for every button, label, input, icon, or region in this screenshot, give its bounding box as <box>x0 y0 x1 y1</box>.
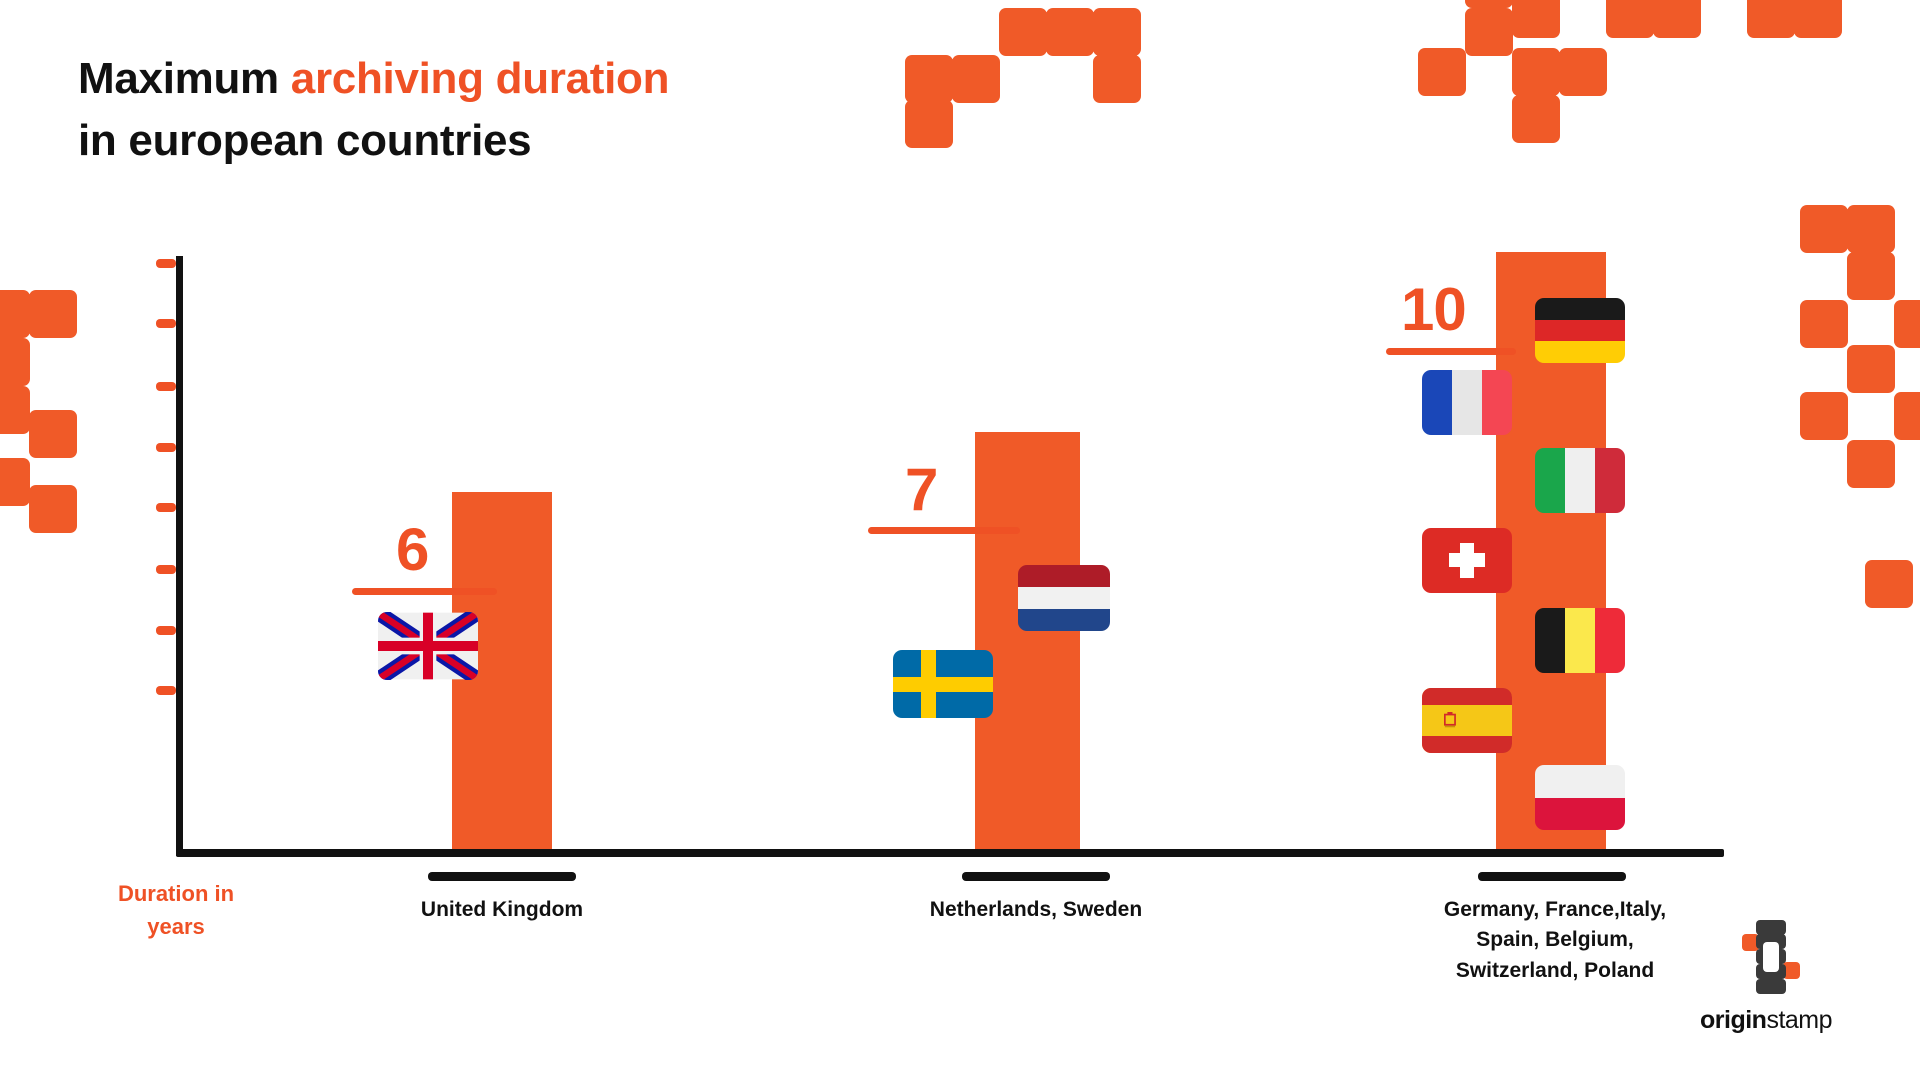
italy-flag-band-green <box>1535 448 1565 513</box>
bar-value-label-uk: 6 <box>396 516 429 583</box>
y-axis-title-line-2: years <box>147 914 205 939</box>
spain-flag <box>1422 688 1512 753</box>
belgium-flag <box>1535 608 1625 673</box>
italy-flag-band-red <box>1594 448 1625 513</box>
belgium-flag-band-black <box>1535 608 1565 673</box>
france-flag-band-blue <box>1422 370 1452 435</box>
france-flag-band-white <box>1452 370 1482 435</box>
category-label-group-line-1: Germany, France,Italy, <box>1443 898 1667 921</box>
netherlands-flag <box>1018 565 1110 631</box>
category-label-group-line-3: Switzerland, Poland <box>1455 958 1655 982</box>
bar-value-leader-nl-se <box>868 527 1020 534</box>
sweden-flag-svg <box>893 650 993 718</box>
title-line-2: in european countries <box>78 116 532 166</box>
category-label-uk: United Kingdom <box>420 898 584 921</box>
netherlands-flag-band-white <box>1018 587 1110 609</box>
sweden-flag <box>893 650 993 718</box>
y-axis-title-line-1: Duration in <box>117 881 235 906</box>
x-axis-line <box>176 849 1724 857</box>
category-rule-uk <box>428 872 576 881</box>
switzerland-flag-svg <box>1422 528 1512 593</box>
united-kingdom-flag <box>378 612 478 680</box>
netherlands-flag-band-blue <box>1018 608 1110 631</box>
originstamp-logo[interactable]: originstamp <box>1700 920 1880 1050</box>
belgium-flag-band-red <box>1594 608 1625 673</box>
logo-word-stamp: stamp <box>1766 1006 1833 1034</box>
bar-value-leader-uk <box>352 588 497 595</box>
y-axis-tick <box>156 259 176 268</box>
netherlands-flag-band-red <box>1018 565 1110 587</box>
bar-value-label-nl-se: 7 <box>905 456 938 523</box>
italy-flag-band-white <box>1565 448 1595 513</box>
y-axis-tick <box>156 503 176 512</box>
title-plain-text: Maximum <box>78 54 291 103</box>
italy-flag <box>1535 448 1625 513</box>
page-title: Maximum archiving duration in european c… <box>78 48 670 173</box>
germany-flag <box>1535 298 1625 363</box>
y-axis-line <box>176 256 183 856</box>
title-line-1: Maximum archiving duration <box>78 48 670 110</box>
poland-flag-band-red <box>1535 797 1625 830</box>
y-axis-tick <box>156 565 176 574</box>
germany-flag-band-gold <box>1535 341 1625 363</box>
y-axis-title: Duration in years <box>96 877 256 943</box>
y-axis-tick <box>156 686 176 695</box>
spain-flag-svg <box>1422 688 1512 753</box>
y-axis-tick <box>156 319 176 328</box>
germany-flag-band-red <box>1535 319 1625 342</box>
belgium-flag-band-yellow <box>1565 608 1595 673</box>
y-axis-tick <box>156 626 176 635</box>
bar-value-label-group: 10 <box>1401 276 1467 343</box>
france-flag <box>1422 370 1512 435</box>
logo-word-origin: origin <box>1700 1006 1767 1034</box>
category-label-nl-se: Netherlands, Sweden <box>929 898 1143 921</box>
bar-value-leader-group <box>1386 348 1516 355</box>
france-flag-band-red <box>1481 370 1512 435</box>
united-kingdom-flag-svg <box>378 612 478 680</box>
germany-flag-band-black <box>1535 298 1625 320</box>
category-label-group: Germany, France,Italy, Spain, Belgium, S… <box>1410 895 1700 986</box>
title-accent-text: archiving duration <box>290 54 670 103</box>
originstamp-s-icon <box>1742 920 1800 994</box>
bar-netherlands-sweden[interactable] <box>975 432 1080 849</box>
originstamp-logo-mark <box>1740 920 1802 994</box>
category-rule-nl-se <box>962 872 1110 881</box>
category-rule-group <box>1478 872 1626 881</box>
y-axis-tick <box>156 443 176 452</box>
originstamp-logo-text: originstamp <box>1700 1006 1880 1035</box>
category-label-group-line-2: Spain, Belgium, <box>1476 928 1634 952</box>
poland-flag-band-white <box>1535 765 1625 798</box>
switzerland-flag <box>1422 528 1512 593</box>
spain-coat-of-arms <box>1444 712 1456 728</box>
poland-flag <box>1535 765 1625 830</box>
y-axis-tick <box>156 382 176 391</box>
